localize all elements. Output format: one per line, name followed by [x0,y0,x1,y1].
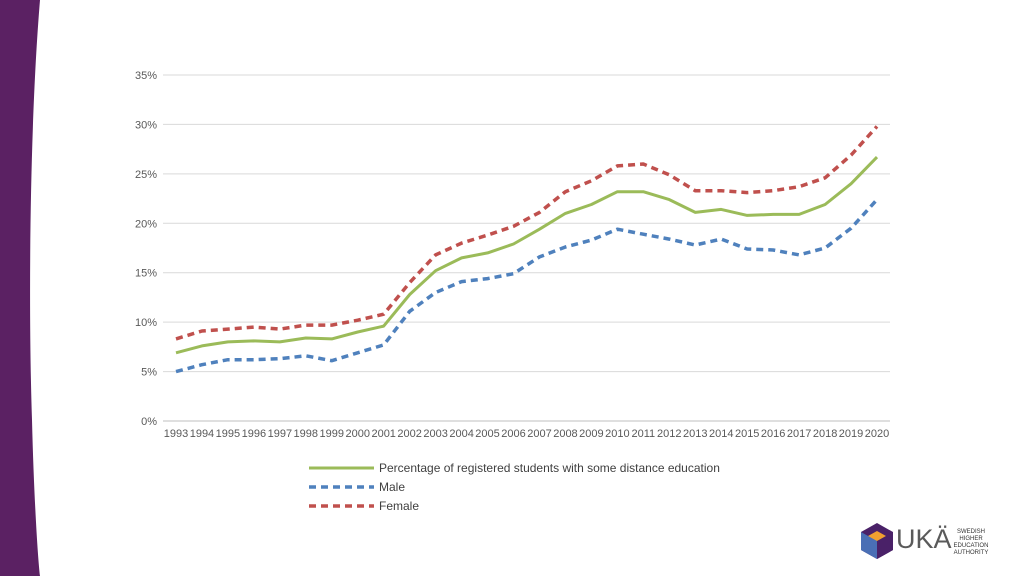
series-line-male [175,198,879,374]
y-tick-label: 15% [135,268,157,280]
y-axis-tick-labels: 0% 5% 10% 15% 20% 25% 30% 35% [135,70,157,428]
x-tick-label: 1997 [268,428,292,440]
x-tick-label: 2000 [345,428,369,440]
y-tick-label: 20% [135,218,157,230]
y-tick-label: 25% [135,169,157,181]
x-tick-label: 1993 [164,428,188,440]
y-tick-label: 35% [135,70,157,82]
x-tick-label: 2011 [632,428,656,440]
legend: Percentage of registered students with s… [309,461,720,513]
x-tick-label: 1994 [190,428,214,440]
x-tick-label: 2012 [657,428,681,440]
x-axis-tick-labels: 1993 1994 1995 1996 1997 1998 1999 2000 2001 2002… [164,428,890,440]
logo-wordmark: UKÄ [896,524,952,554]
x-tick-label: 2006 [501,428,525,440]
legend-label: Male [379,480,405,494]
series-line-female [175,125,879,341]
gridlines [163,74,890,422]
x-tick-label: 2017 [787,428,811,440]
x-tick-label: 2004 [449,428,473,440]
x-tick-label: 2007 [527,428,551,440]
uka-logo: UKÄ SWEDISH HIGHER EDUCATION AUTHORITY [860,520,1000,562]
x-tick-label: 2001 [371,428,395,440]
logo-subtitle-line: EDUCATION [953,543,989,549]
x-tick-label: 2008 [553,428,577,440]
x-tick-label: 2005 [475,428,499,440]
x-tick-label: 2002 [397,428,421,440]
x-tick-label: 2020 [865,428,889,440]
x-tick-label: 1996 [242,428,266,440]
y-tick-label: 5% [141,367,157,379]
x-tick-label: 1999 [320,428,344,440]
y-tick-label: 0% [141,416,157,428]
x-tick-label: 2014 [709,428,733,440]
x-tick-label: 2010 [605,428,629,440]
x-tick-label: 1995 [216,428,240,440]
logo-subtitle-line: SWEDISH HIGHER [956,529,985,542]
logo-subtitle-line: AUTHORITY [953,550,989,556]
series-lines [175,125,879,374]
y-tick-label: 30% [135,119,157,131]
x-tick-label: 2003 [423,428,447,440]
x-tick-label: 2018 [813,428,837,440]
decorative-purple-band [0,0,40,576]
legend-label: Female [379,499,419,513]
x-tick-label: 2016 [761,428,785,440]
logo-subtitle: SWEDISH HIGHER EDUCATION AUTHORITY [946,529,996,557]
x-tick-label: 2019 [839,428,863,440]
uka-hexagon-icon [861,523,893,559]
y-tick-label: 10% [135,317,157,329]
series-line-total [175,156,879,355]
x-tick-label: 2013 [683,428,707,440]
x-tick-label: 2015 [735,428,759,440]
x-tick-label: 1998 [294,428,318,440]
legend-label: Percentage of registered students with s… [379,461,720,475]
x-tick-label: 2009 [579,428,603,440]
